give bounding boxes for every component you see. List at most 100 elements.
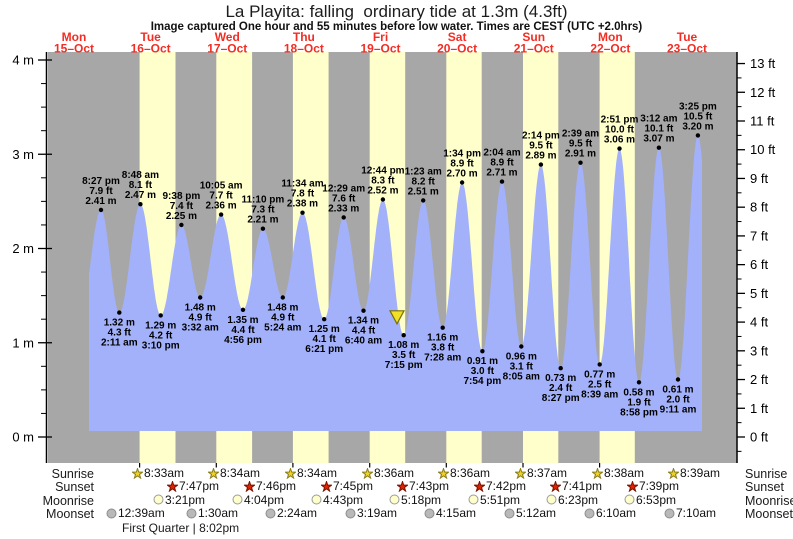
tide-annotation-line: 8:58 pm: [620, 407, 658, 418]
sunrise-time: 8:34am: [220, 466, 261, 480]
day-date-label: 23–Oct: [667, 42, 707, 56]
sunrise-time: 8:33am: [144, 466, 185, 480]
tide-extreme-dot: [240, 307, 246, 312]
sunrise-time: 8:39am: [680, 466, 721, 480]
tide-annotation-line: 7.6 ft: [332, 193, 356, 204]
tide-extreme-dot: [636, 380, 642, 385]
tide-annotation-line: 3:12 am: [640, 114, 677, 125]
sunrise-star-icon: [592, 467, 603, 479]
tide-annotation-line: 8.9 ft: [490, 158, 514, 169]
sunset-star-icon: [167, 480, 178, 492]
moonset-time: 4:15am: [436, 506, 477, 520]
sunrise-star-icon: [208, 467, 219, 479]
sunrise-star-icon: [668, 467, 679, 479]
tide-annotation-line: 12:29 am: [322, 183, 365, 194]
moonset-time: 3:19am: [357, 506, 398, 520]
tide-extreme-dot: [578, 160, 583, 165]
tide-annotation-line: 1:23 am: [405, 166, 442, 177]
day-name-label: Fri: [373, 30, 388, 44]
tide-annotation-line: 3.20 m: [682, 121, 713, 132]
day-date-label: 20–Oct: [437, 42, 477, 56]
day-name-label: Wed: [215, 30, 240, 44]
moonrise-entry: 3:21pm: [153, 494, 205, 506]
moonrise-entry: 4:04pm: [232, 494, 284, 506]
tide-annotation-line: 9.5 ft: [569, 139, 593, 150]
tide-annotation-line: 1.35 m: [227, 315, 258, 326]
tide-annotation-line: 1.08 m: [388, 340, 419, 351]
moon-phase-label: First Quarter | 8:02pm: [122, 521, 240, 535]
high-tide-annotation: 2:39 am9.5 ft2.91 m: [562, 129, 599, 165]
low-tide-annotation: 0.73 m2.4 ft8:27 pm: [542, 366, 580, 404]
tide-annotation-line: 10.5 ft: [683, 111, 713, 122]
sunset-entry: 7:42pm: [474, 480, 526, 492]
sunset-entry: 7:41pm: [550, 480, 602, 492]
moonset-entry: 1:30am: [186, 507, 238, 519]
tide-annotation-line: 3:25 pm: [679, 101, 717, 112]
moonrise-circle-icon: [389, 494, 400, 505]
tide-annotation-line: 0.96 m: [506, 352, 537, 363]
high-tide-annotation: 8:27 pm7.9 ft2.41 m: [82, 176, 120, 213]
moonrise-time: 4:04pm: [244, 492, 285, 507]
tide-extreme-dot: [138, 202, 143, 207]
tide-annotation-line: 8.2 ft: [412, 176, 436, 187]
sunrise-time: 8:38am: [604, 466, 645, 480]
tide-extreme-dot: [656, 145, 662, 150]
sunset-entry: 7:43pm: [397, 480, 449, 492]
tide-annotation-line: 8.3 ft: [371, 176, 395, 187]
tide-annotation-line: 2.5 ft: [588, 379, 612, 390]
tide-annotation-line: 7:15 pm: [385, 360, 423, 371]
y-axis-left-label: 0 m: [12, 430, 34, 445]
high-tide-annotation: 2:04 am8.9 ft2.71 m: [483, 148, 521, 184]
tide-annotation-line: 2.91 m: [565, 149, 596, 160]
tide-extreme-dot: [401, 333, 406, 338]
day-date-label: 15–Oct: [54, 42, 94, 56]
moonset-circle-icon: [664, 508, 675, 518]
sunrise-entry: 8:34am: [208, 467, 260, 479]
moonrise-circle-icon: [468, 494, 479, 505]
sunset-entry: 7:45pm: [321, 480, 373, 492]
tide-annotation-line: 2.4 ft: [549, 383, 573, 394]
moonrise-time: 3:21pm: [165, 492, 206, 507]
sunset-time: 7:39pm: [639, 479, 680, 493]
tide-extreme-dot: [675, 377, 681, 382]
sunset-row-label-left: Sunset: [55, 480, 94, 494]
day-date-label: 17–Oct: [207, 42, 247, 56]
tide-extreme-dot: [459, 180, 465, 185]
moonset-time: 5:12am: [516, 506, 557, 520]
moonrise-entry: 6:23pm: [546, 494, 598, 506]
tide-annotation-line: 6:21 pm: [305, 344, 343, 355]
tide-annotation-line: 9:38 pm: [163, 191, 201, 202]
low-tide-annotation: 1.25 m4.1 ft6:21 pm: [305, 317, 343, 355]
tide-annotation-line: 1.32 m: [104, 318, 135, 329]
sunrise-row-label-right: Sunrise: [745, 467, 788, 481]
tide-extreme-dot: [117, 310, 122, 315]
tide-annotation-line: 2.47 m: [125, 190, 156, 201]
tide-extreme-dot: [538, 162, 544, 167]
tide-annotation-line: 2.38 m: [287, 199, 318, 210]
tide-extreme-dot: [280, 295, 285, 300]
tide-extreme-dot: [218, 212, 224, 217]
moonrise-entry: 5:51pm: [468, 494, 520, 506]
moonset-row-label-right: Moonset: [745, 507, 793, 521]
sunset-time: 7:47pm: [179, 479, 220, 493]
day-name-label: Tue: [140, 30, 161, 44]
tide-annotation-line: 10:05 am: [200, 181, 243, 192]
high-tide-annotation: 1:23 am8.2 ft2.51 m: [405, 166, 442, 203]
high-tide-annotation: 10:05 am7.7 ft2.36 m: [200, 181, 243, 217]
tide-extreme-dot: [519, 344, 524, 349]
sunset-time: 7:45pm: [333, 479, 374, 493]
y-axis-right-label: 9 ft: [750, 171, 768, 186]
moonset-circle-icon: [186, 508, 197, 518]
low-tide-annotation: 0.61 m2.0 ft9:11 am: [660, 377, 696, 416]
sunrise-entry: 8:37am: [515, 467, 567, 479]
tide-annotation-line: 8:27 pm: [542, 393, 580, 404]
tide-extreme-dot: [380, 197, 386, 202]
tide-annotation-line: 7:28 am: [424, 353, 461, 364]
high-tide-annotation: 11:10 pm7.3 ft2.21 m: [241, 195, 284, 231]
y-axis-right-label: 3 ft: [750, 343, 768, 358]
moonrise-time: 6:53pm: [636, 492, 677, 507]
high-tide-annotation: 12:44 pm8.3 ft2.52 m: [361, 166, 405, 202]
